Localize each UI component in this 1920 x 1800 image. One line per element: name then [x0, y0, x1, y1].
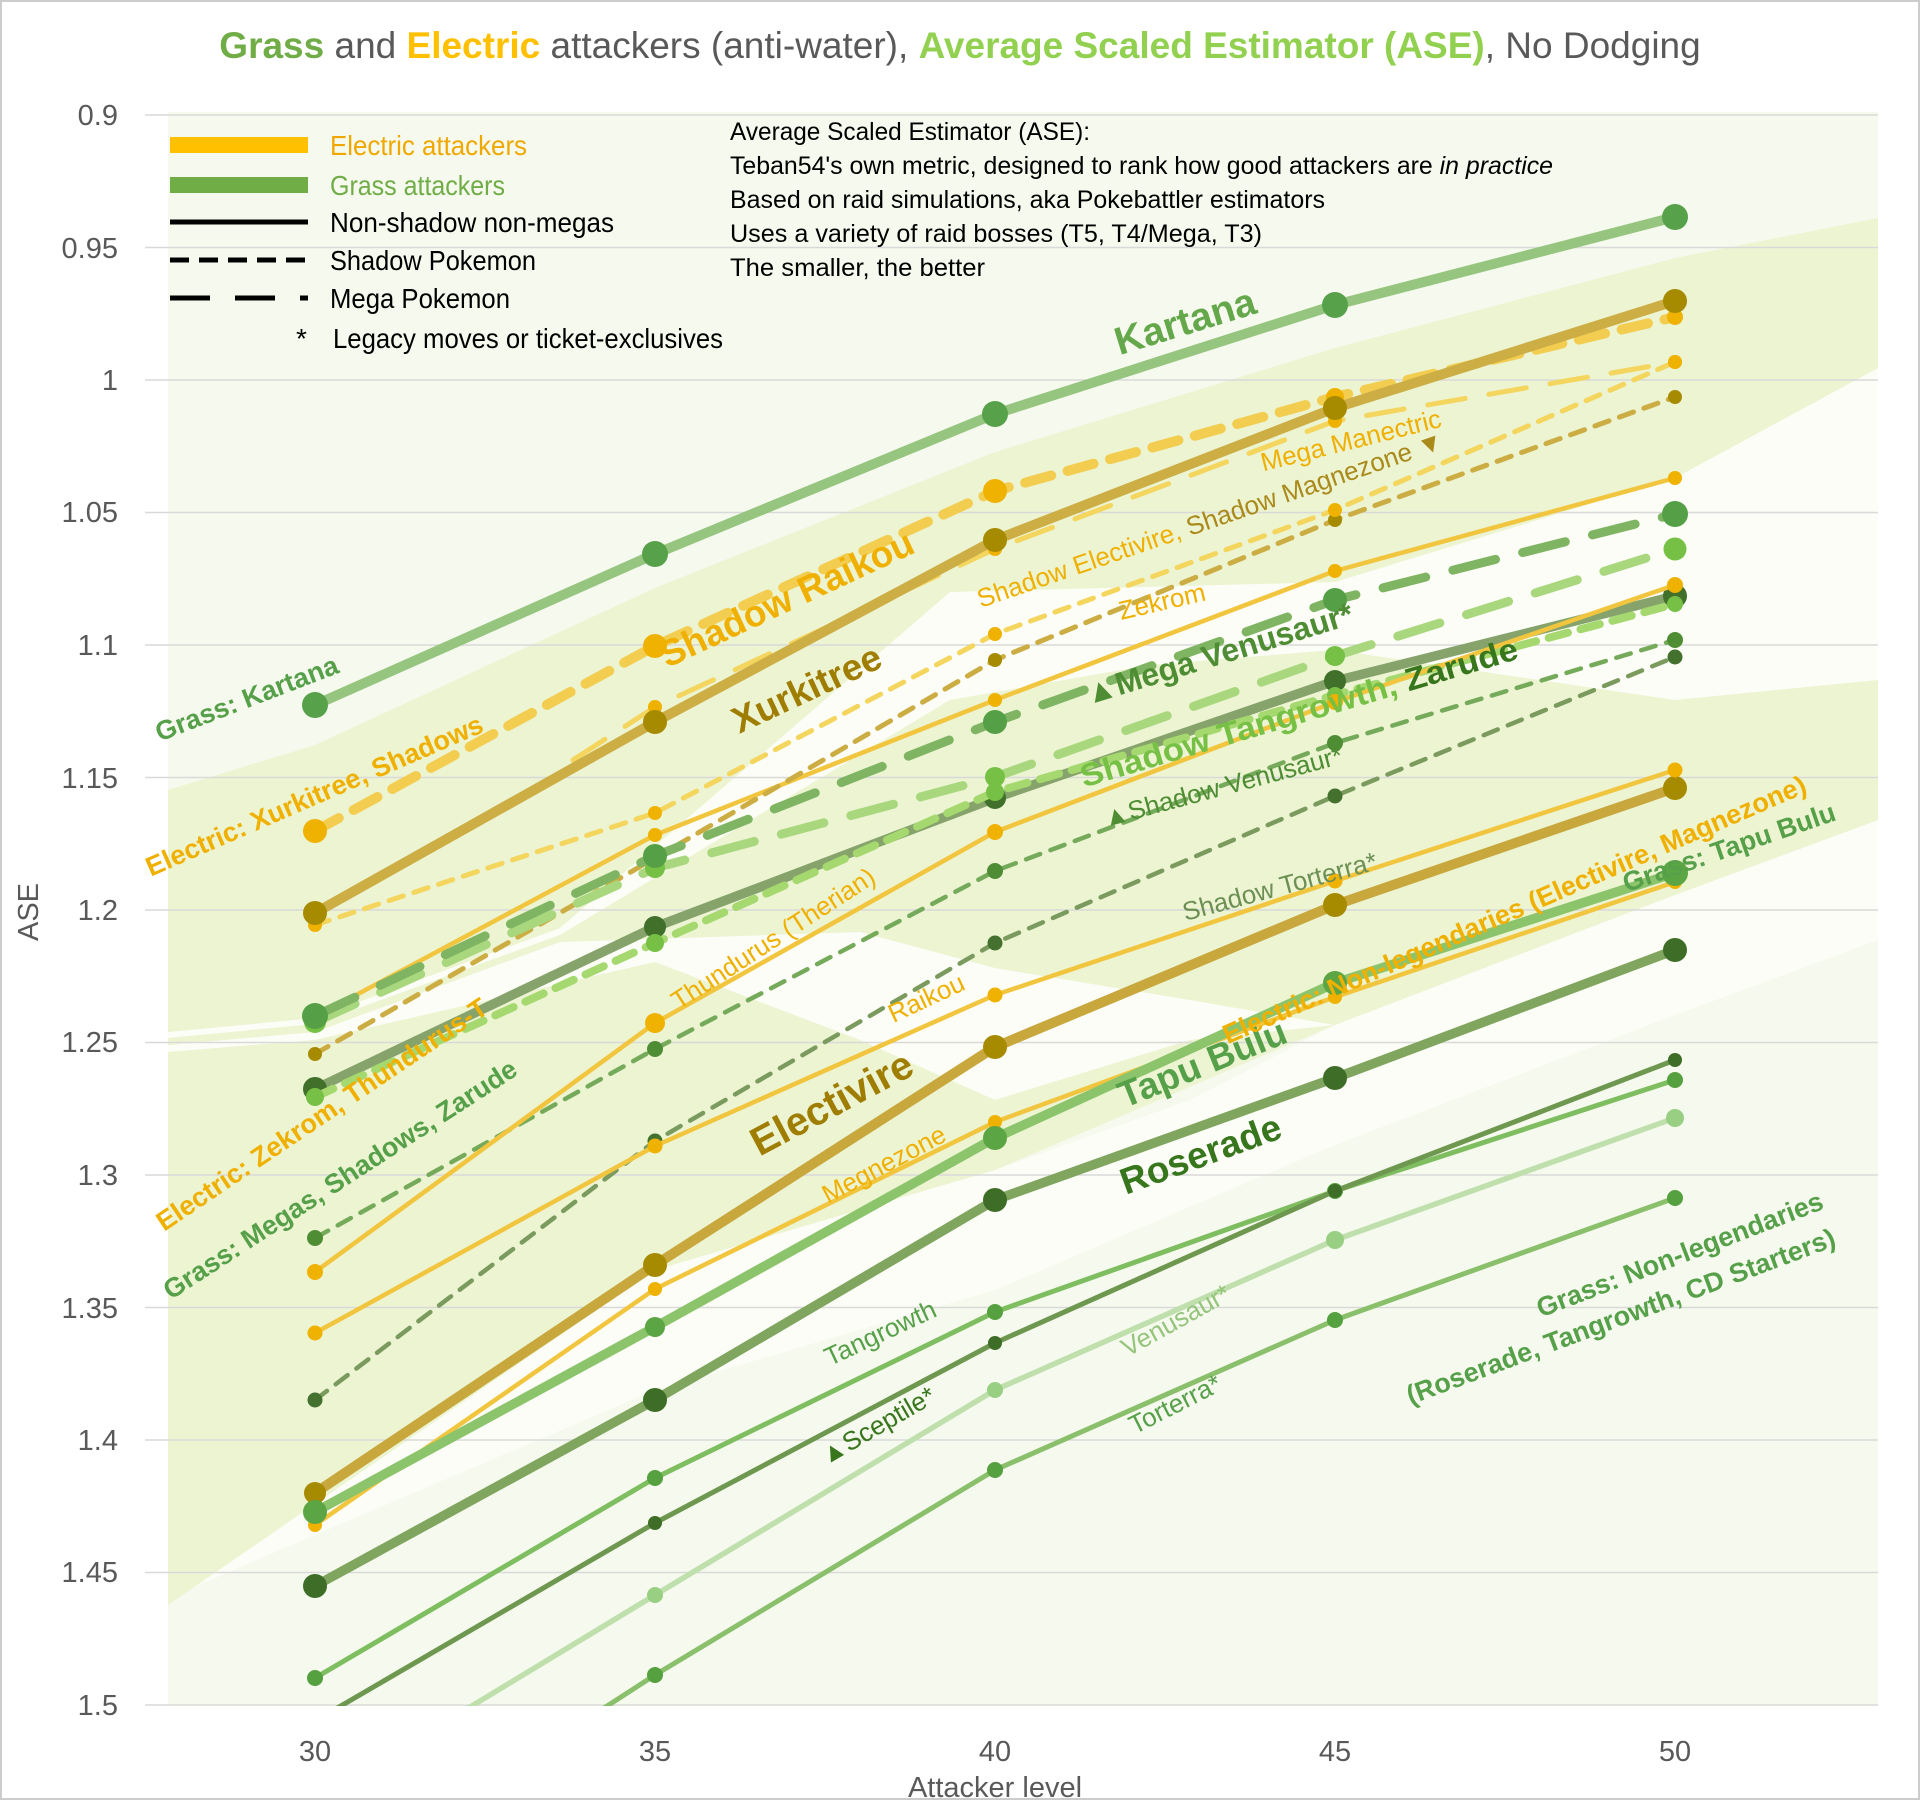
svg-text:1.2: 1.2 [78, 895, 118, 927]
svg-text:*: * [296, 323, 307, 354]
svg-text:Mega Pokemon: Mega Pokemon [330, 283, 510, 314]
svg-text:45: 45 [1319, 1736, 1351, 1768]
svg-text:1.05: 1.05 [62, 497, 118, 529]
svg-text:0.9: 0.9 [78, 100, 118, 132]
svg-text:1.3: 1.3 [78, 1160, 118, 1192]
svg-text:1.35: 1.35 [62, 1293, 118, 1325]
svg-text:Uses a variety of raid bosses: Uses a variety of raid bosses (T5, T4/Me… [730, 220, 1262, 248]
svg-text:Teban54's own metric, designed: Teban54's own metric, designed to rank h… [730, 152, 1553, 180]
svg-text:The smaller, the better: The smaller, the better [730, 254, 985, 282]
svg-text:1: 1 [102, 365, 118, 397]
svg-text:ASE: ASE [13, 883, 45, 941]
svg-text:Grass and Electric attackers (: Grass and Electric attackers (anti-water… [219, 25, 1700, 66]
svg-text:1.5: 1.5 [78, 1690, 118, 1722]
svg-text:35: 35 [639, 1736, 671, 1768]
svg-text:Legacy moves or ticket-exclusi: Legacy moves or ticket-exclusives [333, 323, 723, 354]
svg-text:1.15: 1.15 [62, 763, 118, 795]
svg-text:0.95: 0.95 [62, 233, 118, 265]
svg-text:30: 30 [299, 1736, 331, 1768]
svg-text:Non-shadow non-megas: Non-shadow non-megas [330, 207, 614, 238]
svg-text:Shadow Pokemon: Shadow Pokemon [330, 245, 536, 276]
svg-text:Electric attackers: Electric attackers [330, 130, 527, 161]
svg-text:1.1: 1.1 [78, 630, 118, 662]
svg-text:Attacker level: Attacker level [908, 1772, 1082, 1800]
svg-text:Average Scaled Estimator (ASE): Average Scaled Estimator (ASE): [730, 118, 1090, 146]
svg-text:40: 40 [979, 1736, 1011, 1768]
svg-text:Based on raid simulations, aka: Based on raid simulations, aka Pokebattl… [730, 186, 1325, 214]
svg-text:50: 50 [1659, 1736, 1691, 1768]
svg-text:Grass attackers: Grass attackers [330, 170, 505, 201]
svg-text:1.25: 1.25 [62, 1027, 118, 1059]
svg-text:1.45: 1.45 [62, 1557, 118, 1589]
svg-text:1.4: 1.4 [78, 1425, 118, 1457]
